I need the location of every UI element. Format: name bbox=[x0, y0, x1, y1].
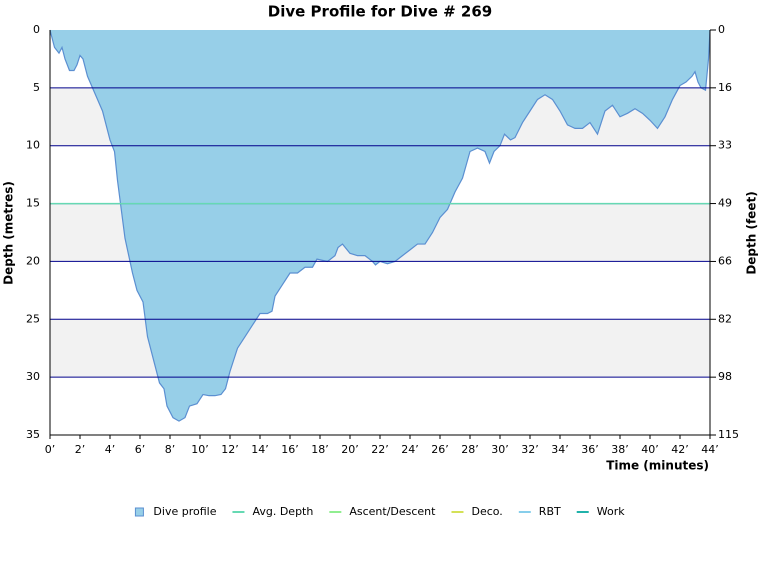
x-tick-label: 28’ bbox=[461, 443, 479, 456]
legend: Dive profile Avg. Depth Ascent/Descent Deco… bbox=[134, 505, 625, 518]
y2-axis-title: Depth (feet) bbox=[745, 191, 759, 274]
x-tick-label: 20’ bbox=[341, 443, 359, 456]
y-tick-label: 25 bbox=[26, 312, 40, 325]
y2-tick-label: 16 bbox=[718, 81, 732, 94]
x-tick-label: 12’ bbox=[221, 443, 239, 456]
y-axis-title: Depth (metres) bbox=[2, 181, 16, 285]
x-tick-label: 40’ bbox=[641, 443, 659, 456]
y2-tick-label: 33 bbox=[718, 139, 732, 152]
x-tick-label: 38’ bbox=[611, 443, 629, 456]
dive-profile-line bbox=[49, 29, 711, 422]
legend-label: Dive profile bbox=[153, 505, 216, 518]
legend-swatch bbox=[134, 507, 144, 517]
y2-tick-label: 49 bbox=[718, 197, 732, 210]
y-tick-label: 35 bbox=[26, 428, 40, 441]
chart-title: Dive Profile for Dive # 269 bbox=[268, 3, 492, 21]
x-tick-label: 4’ bbox=[105, 443, 116, 456]
y-tick-label: 30 bbox=[26, 370, 40, 383]
y2-tick-label: 98 bbox=[718, 370, 732, 383]
x-tick-label: 10’ bbox=[191, 443, 209, 456]
x-tick-label: 0’ bbox=[45, 443, 56, 456]
dive-profile-area bbox=[50, 30, 710, 422]
y2-tick-label: 115 bbox=[718, 428, 739, 441]
x-axis-title: Time (minutes) bbox=[606, 459, 709, 473]
legend-label: Avg. Depth bbox=[252, 505, 313, 518]
x-tick-label: 36’ bbox=[581, 443, 599, 456]
x-tick-label: 6’ bbox=[135, 443, 146, 456]
x-tick-label: 26’ bbox=[431, 443, 449, 456]
x-tick-label: 34’ bbox=[551, 443, 569, 456]
x-tick-label: 2’ bbox=[75, 443, 86, 456]
x-tick-label: 8’ bbox=[165, 443, 176, 456]
x-tick-label: 32’ bbox=[521, 443, 539, 456]
x-tick-label: 18’ bbox=[311, 443, 329, 456]
x-tick-label: 14’ bbox=[251, 443, 269, 456]
x-tick-label: 44’ bbox=[701, 443, 719, 456]
y2-tick-label: 0 bbox=[718, 23, 725, 36]
y-tick-label: 10 bbox=[26, 139, 40, 152]
legend-label: RBT bbox=[539, 505, 561, 518]
y2-tick-label: 66 bbox=[718, 254, 732, 267]
y-tick-label: 5 bbox=[33, 81, 40, 94]
legend-label: Work bbox=[597, 505, 625, 518]
y-tick-label: 0 bbox=[33, 23, 40, 36]
x-tick-label: 22’ bbox=[371, 443, 389, 456]
legend-label: Deco. bbox=[471, 505, 502, 518]
y2-tick-label: 82 bbox=[718, 312, 732, 325]
x-tick-label: 30’ bbox=[491, 443, 509, 456]
x-tick-label: 24’ bbox=[401, 443, 419, 456]
x-tick-label: 42’ bbox=[671, 443, 689, 456]
x-tick-label: 16’ bbox=[281, 443, 299, 456]
y-tick-label: 15 bbox=[26, 197, 40, 210]
y-tick-label: 20 bbox=[26, 254, 40, 267]
legend-label: Ascent/Descent bbox=[349, 505, 436, 518]
